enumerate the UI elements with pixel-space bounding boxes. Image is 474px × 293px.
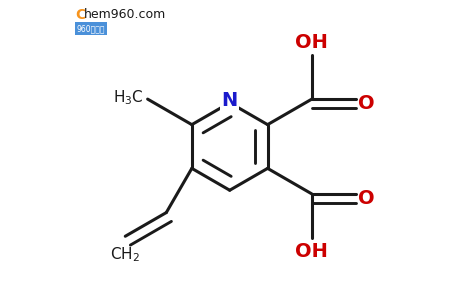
Text: C: C [75, 8, 85, 22]
Text: N: N [221, 91, 238, 110]
Text: 960化工网: 960化工网 [77, 24, 105, 33]
Text: CH$_2$: CH$_2$ [110, 245, 140, 264]
Text: OH: OH [295, 242, 328, 261]
Text: hem960.com: hem960.com [84, 8, 166, 21]
Text: H$_3$C: H$_3$C [113, 88, 144, 107]
Text: O: O [358, 94, 375, 113]
Text: O: O [358, 189, 375, 208]
Text: OH: OH [295, 33, 328, 52]
